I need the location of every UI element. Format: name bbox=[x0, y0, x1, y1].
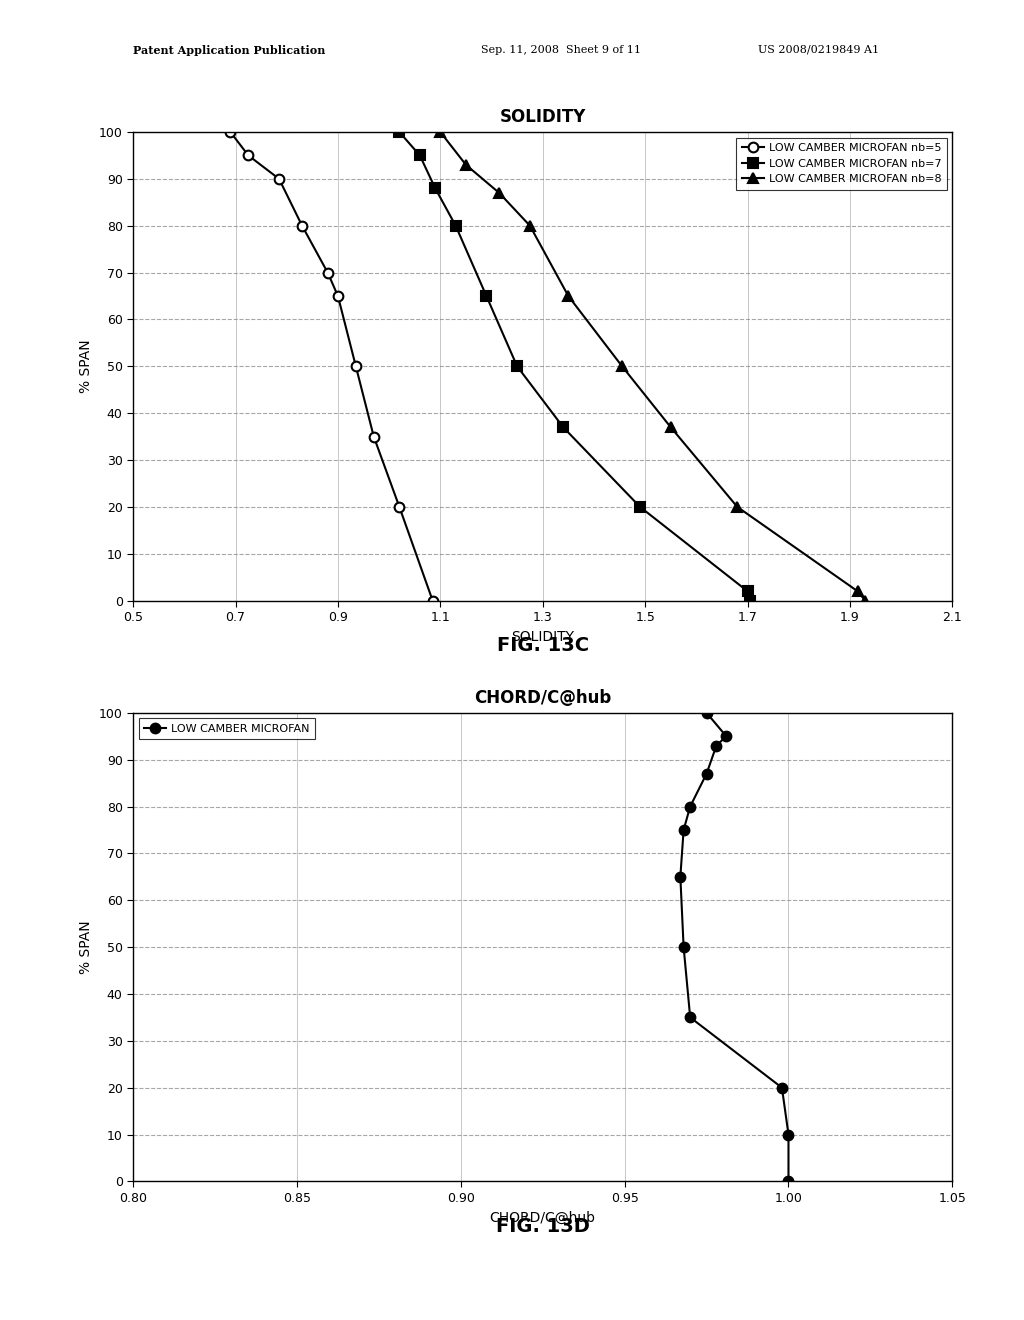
LOW CAMBER MICROFAN nb=7 bbox=[511, 358, 523, 375]
LOW CAMBER MICROFAN bbox=[782, 1127, 795, 1143]
Legend: LOW CAMBER MICROFAN nb=5, LOW CAMBER MICROFAN nb=7, LOW CAMBER MICROFAN nb=8: LOW CAMBER MICROFAN nb=5, LOW CAMBER MIC… bbox=[736, 137, 947, 190]
LOW CAMBER MICROFAN nb=8 bbox=[859, 593, 871, 609]
LOW CAMBER MICROFAN nb=8 bbox=[616, 358, 629, 375]
LOW CAMBER MICROFAN nb=8 bbox=[494, 185, 506, 201]
Legend: LOW CAMBER MICROFAN: LOW CAMBER MICROFAN bbox=[138, 718, 315, 739]
LOW CAMBER MICROFAN nb=5 bbox=[368, 429, 380, 445]
Line: LOW CAMBER MICROFAN nb=8: LOW CAMBER MICROFAN nb=8 bbox=[435, 127, 870, 606]
LOW CAMBER MICROFAN nb=7 bbox=[557, 420, 569, 436]
LOW CAMBER MICROFAN nb=5 bbox=[322, 264, 334, 280]
LOW CAMBER MICROFAN nb=5 bbox=[296, 218, 308, 234]
LOW CAMBER MICROFAN nb=7 bbox=[450, 218, 462, 234]
LOW CAMBER MICROFAN nb=7 bbox=[429, 181, 441, 197]
Y-axis label: % SPAN: % SPAN bbox=[79, 339, 93, 393]
Text: Sep. 11, 2008  Sheet 9 of 11: Sep. 11, 2008 Sheet 9 of 11 bbox=[481, 45, 641, 55]
LOW CAMBER MICROFAN bbox=[720, 729, 732, 744]
LOW CAMBER MICROFAN nb=5 bbox=[393, 499, 406, 515]
Text: FIG. 13C: FIG. 13C bbox=[497, 636, 589, 655]
LOW CAMBER MICROFAN nb=7 bbox=[480, 288, 493, 304]
LOW CAMBER MICROFAN bbox=[711, 738, 723, 754]
LOW CAMBER MICROFAN nb=5 bbox=[224, 124, 237, 140]
LOW CAMBER MICROFAN nb=8 bbox=[460, 157, 472, 173]
Line: LOW CAMBER MICROFAN nb=5: LOW CAMBER MICROFAN nb=5 bbox=[225, 127, 437, 606]
Title: SOLIDITY: SOLIDITY bbox=[500, 108, 586, 127]
LOW CAMBER MICROFAN bbox=[776, 1080, 788, 1096]
LOW CAMBER MICROFAN nb=5 bbox=[242, 148, 254, 164]
LOW CAMBER MICROFAN nb=5 bbox=[272, 172, 285, 187]
LOW CAMBER MICROFAN bbox=[684, 1010, 696, 1026]
X-axis label: CHORD/C@hub: CHORD/C@hub bbox=[489, 1210, 596, 1225]
LOW CAMBER MICROFAN nb=8 bbox=[434, 124, 446, 140]
Text: FIG. 13D: FIG. 13D bbox=[496, 1217, 590, 1236]
LOW CAMBER MICROFAN nb=8 bbox=[562, 288, 574, 304]
Text: US 2008/0219849 A1: US 2008/0219849 A1 bbox=[758, 45, 879, 55]
Line: LOW CAMBER MICROFAN: LOW CAMBER MICROFAN bbox=[676, 708, 794, 1187]
LOW CAMBER MICROFAN nb=8 bbox=[731, 499, 743, 515]
LOW CAMBER MICROFAN bbox=[684, 799, 696, 814]
LOW CAMBER MICROFAN bbox=[782, 1173, 795, 1189]
LOW CAMBER MICROFAN bbox=[678, 822, 690, 838]
LOW CAMBER MICROFAN nb=7 bbox=[414, 148, 426, 164]
LOW CAMBER MICROFAN nb=8 bbox=[523, 218, 537, 234]
Text: Patent Application Publication: Patent Application Publication bbox=[133, 45, 326, 55]
Title: CHORD/C@hub: CHORD/C@hub bbox=[474, 689, 611, 708]
LOW CAMBER MICROFAN nb=5 bbox=[426, 593, 438, 609]
LOW CAMBER MICROFAN bbox=[678, 940, 690, 956]
LOW CAMBER MICROFAN nb=8 bbox=[852, 583, 864, 599]
Y-axis label: % SPAN: % SPAN bbox=[79, 920, 93, 974]
LOW CAMBER MICROFAN nb=8 bbox=[665, 420, 677, 436]
LOW CAMBER MICROFAN bbox=[700, 766, 713, 781]
LOW CAMBER MICROFAN nb=5 bbox=[332, 288, 344, 304]
LOW CAMBER MICROFAN nb=5 bbox=[350, 358, 362, 375]
LOW CAMBER MICROFAN nb=7 bbox=[393, 124, 406, 140]
LOW CAMBER MICROFAN bbox=[700, 705, 713, 721]
LOW CAMBER MICROFAN nb=7 bbox=[741, 583, 754, 599]
Line: LOW CAMBER MICROFAN nb=7: LOW CAMBER MICROFAN nb=7 bbox=[394, 127, 755, 606]
LOW CAMBER MICROFAN nb=7 bbox=[743, 593, 756, 609]
LOW CAMBER MICROFAN nb=7 bbox=[634, 499, 646, 515]
X-axis label: SOLIDITY: SOLIDITY bbox=[511, 630, 574, 644]
LOW CAMBER MICROFAN bbox=[674, 869, 686, 884]
